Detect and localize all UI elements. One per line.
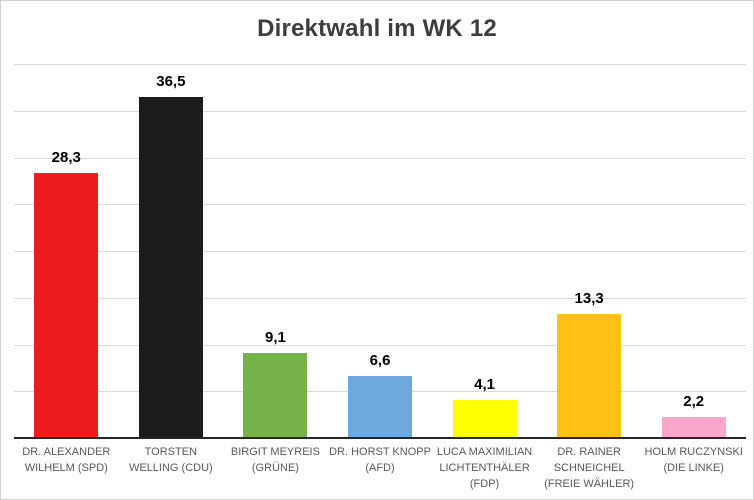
category-label: BIRGIT MEYREIS (GRÜNE) [230, 446, 320, 474]
bar-value-label: 9,1 [264, 328, 286, 346]
gridline [14, 297, 746, 299]
bar-value-label: 6,6 [369, 352, 391, 370]
bar-value-label: 4,1 [474, 375, 495, 393]
bar [661, 417, 726, 438]
bar [138, 96, 203, 438]
bar-value-label: 13,3 [574, 289, 604, 307]
gridline [14, 204, 746, 206]
x-axis-line [14, 437, 746, 439]
category-label: TORSTEN WELLING (CDU) [128, 446, 213, 474]
bar [557, 313, 622, 438]
bar [243, 352, 308, 438]
category-label: DR. ALEXANDER WILHELM (SPD) [22, 446, 111, 474]
gridline [14, 157, 746, 159]
bar [34, 173, 99, 438]
gridline [14, 110, 746, 112]
bar-value-label: 36,5 [156, 72, 186, 90]
bar [452, 399, 517, 438]
bar [348, 376, 412, 438]
chart-title: Direktwahl im WK 12 [257, 15, 497, 42]
category-label: DR. HORST KNOPP (AFD) [329, 446, 431, 474]
category-label: HOLM RUCZYNSKI (DIE LINKE) [644, 446, 743, 474]
bar-value-label: 2,2 [683, 393, 705, 411]
gridline [14, 64, 746, 65]
category-label: LUCA MAXIMILIAN LICHTENTHÄLER (FDP) [436, 446, 533, 490]
category-label: DR. RAINER SCHNEICHEL (FREIE WÄHLER) [544, 446, 635, 490]
bar-value-label: 28,3 [51, 149, 81, 167]
gridline [14, 344, 746, 346]
gridline [14, 251, 746, 252]
